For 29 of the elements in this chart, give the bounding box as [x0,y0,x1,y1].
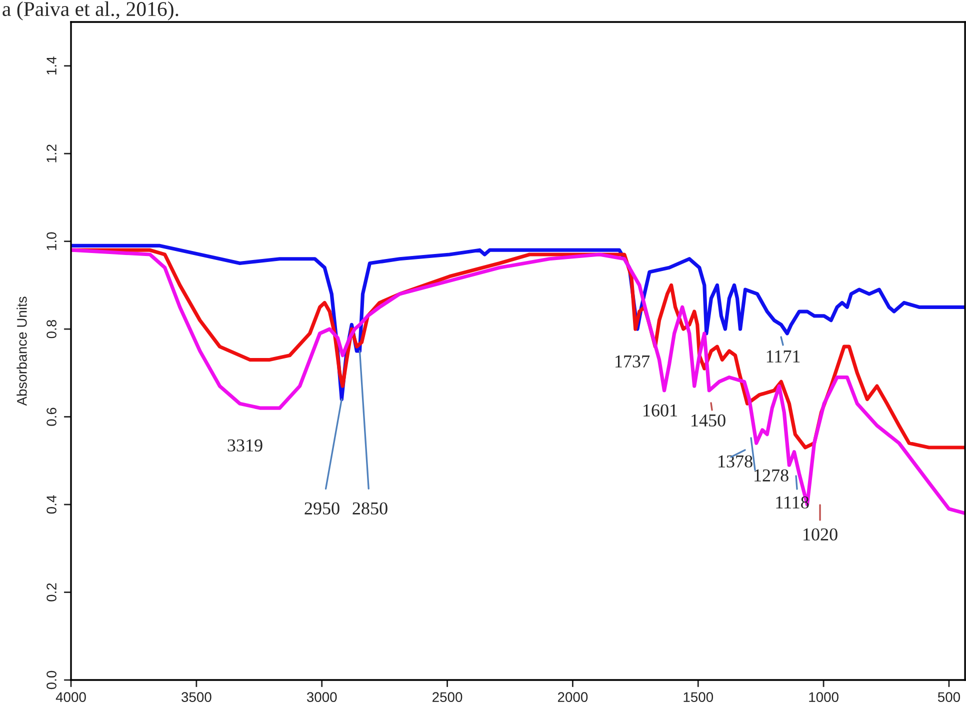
annotation: 1737 [616,355,650,368]
line-series [71,248,966,516]
x-tick-label: 4000 [56,692,86,702]
annotation: 2950 [304,502,340,515]
x-tick-label: 500 [938,692,960,702]
y-tick-label: 1.4 [46,56,56,74]
text: a (Paiva et al., 2016). [2,1,178,20]
annotation: 1601 [644,404,677,417]
x-tick-label: 3000 [306,692,337,702]
x-tick-label: 1000 [809,692,838,702]
y-tick-label: 0.6 [46,408,56,426]
x-tick-label: 2000 [558,692,588,702]
annotation: 3319 [228,439,262,452]
annotation: 1450 [692,414,726,427]
x-tick-label: 3500 [182,692,212,702]
annotation: 1020 [804,528,838,541]
y-tick-label: 1.2 [46,144,56,162]
y-tick-label: 0.8 [46,320,56,338]
y-tick-label: 0.2 [46,583,56,602]
annotation: 1171 [766,350,800,362]
y-tick-label: 1.0 [46,232,56,250]
annotation: 1378 [718,455,752,468]
x-tick-label: 1500 [684,692,714,702]
y-tick-label: 0.4 [46,495,56,514]
y-tick-label: 0.0 [46,670,56,690]
annotation: 1278 [754,469,788,482]
annotation: 2850 [352,502,388,515]
y-axis-title: Absorbance Units [16,296,27,406]
x-tick-label: 2500 [432,692,462,702]
